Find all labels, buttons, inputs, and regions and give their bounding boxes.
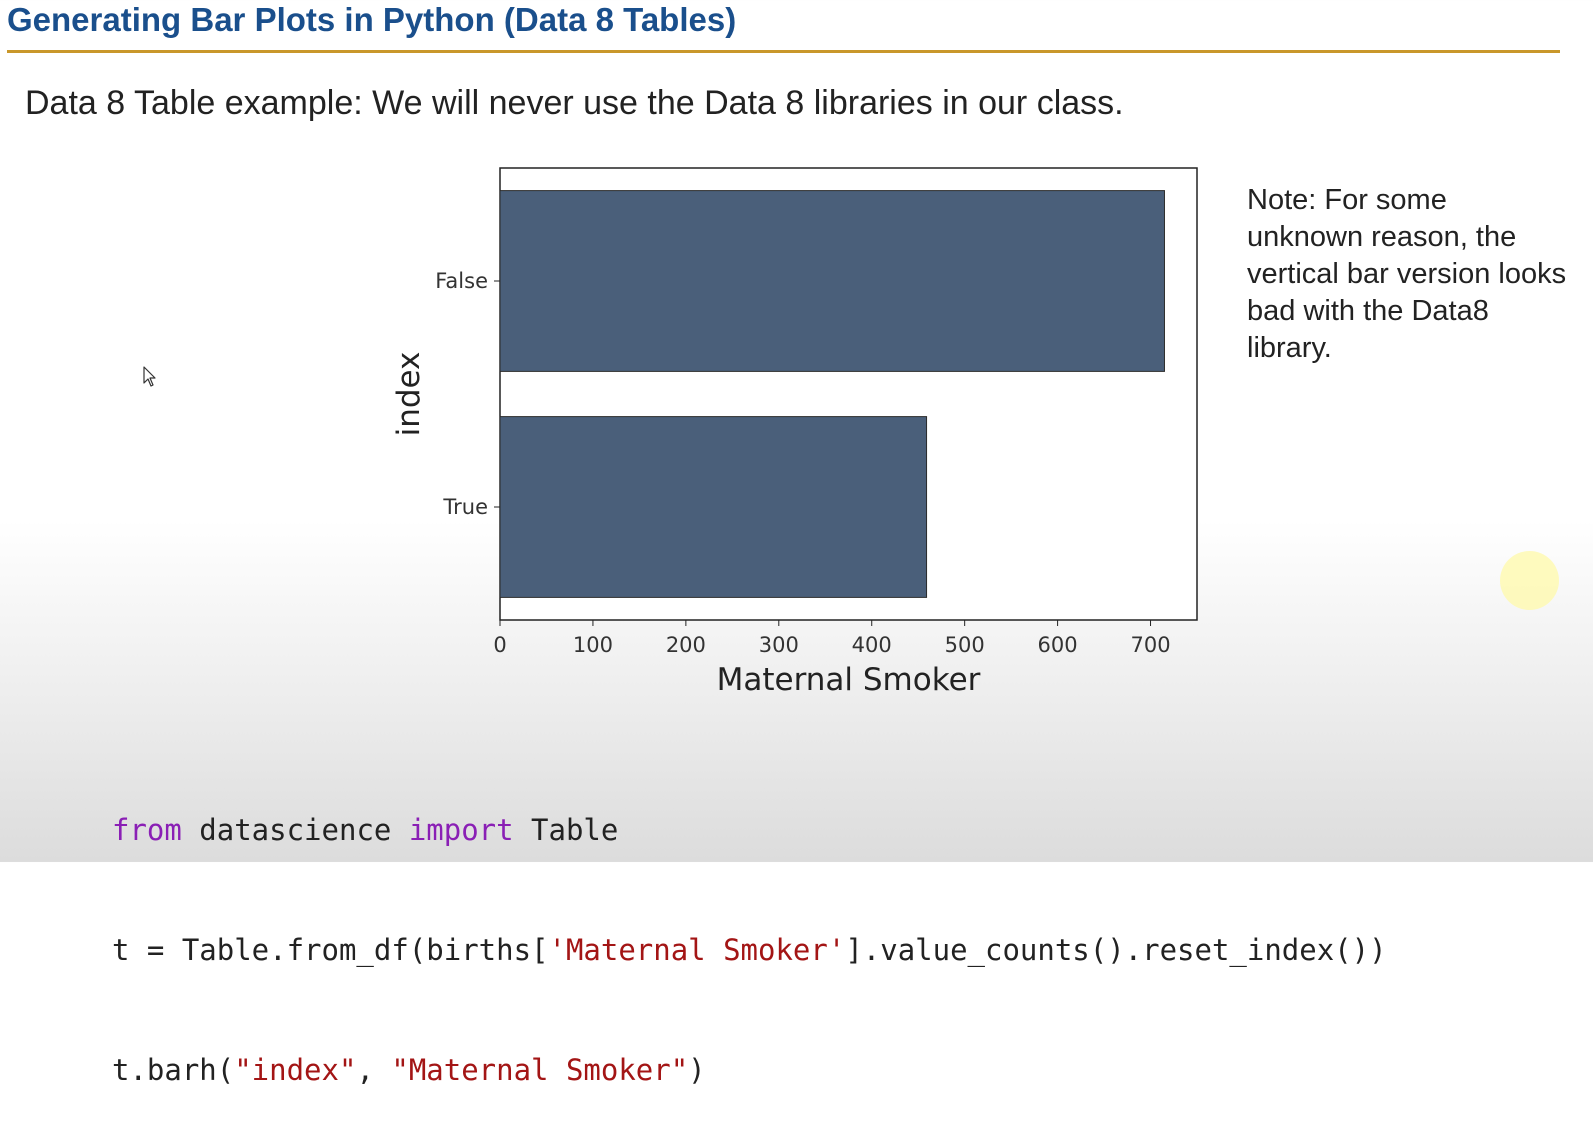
title-underline (7, 50, 1560, 53)
x-tick-label: 400 (852, 633, 892, 657)
code-string: "Maternal Smoker" (391, 1053, 689, 1087)
x-tick-label: 700 (1130, 633, 1170, 657)
code-line-3: t.barh("index", "Maternal Smoker") (112, 1050, 1387, 1090)
x-axis-label: Maternal Smoker (717, 662, 981, 698)
x-tick-label: 300 (759, 633, 799, 657)
cursor-highlight (1500, 551, 1559, 610)
bar-false (499, 190, 1165, 372)
code-text: ) (688, 1053, 706, 1087)
code-string: "index" (234, 1053, 357, 1087)
code-text: ].value_counts().reset_index()) (845, 933, 1387, 967)
slide-subtitle: Data 8 Table example: We will never use … (25, 84, 1124, 122)
code-line-2: t = Table.from_df(births['Maternal Smoke… (112, 930, 1387, 970)
x-tick-label: 0 (493, 633, 506, 657)
code-keyword: from (112, 813, 182, 847)
code-block: from datascience import Table t = Table.… (112, 730, 1387, 1130)
y-axis-label: index (391, 352, 427, 437)
side-note: Note: For some unknown reason, the verti… (1247, 184, 1567, 364)
code-line-1: from datascience import Table (112, 810, 1387, 850)
x-tick-label: 500 (945, 633, 985, 657)
code-text: Table (513, 813, 619, 847)
x-tick-label: 100 (573, 633, 613, 657)
x-tick-label: 600 (1038, 633, 1078, 657)
code-string: 'Maternal Smoker' (548, 933, 846, 967)
y-tick-label: True (442, 495, 488, 519)
slide-title: Generating Bar Plots in Python (Data 8 T… (7, 1, 737, 38)
bar-true (499, 416, 928, 598)
y-tick-label: False (435, 269, 488, 293)
code-text: t = Table.from_df(births[ (112, 933, 549, 967)
code-text: datascience (181, 813, 409, 847)
code-text: , (356, 1053, 392, 1087)
bar-chart: False True 0 100 200 300 400 500 600 700 Maternal … (391, 167, 1198, 698)
code-text: t.barh( (112, 1053, 235, 1087)
code-keyword: import (408, 813, 514, 847)
mouse-pointer-icon (143, 366, 156, 387)
x-tick-label: 200 (666, 633, 706, 657)
